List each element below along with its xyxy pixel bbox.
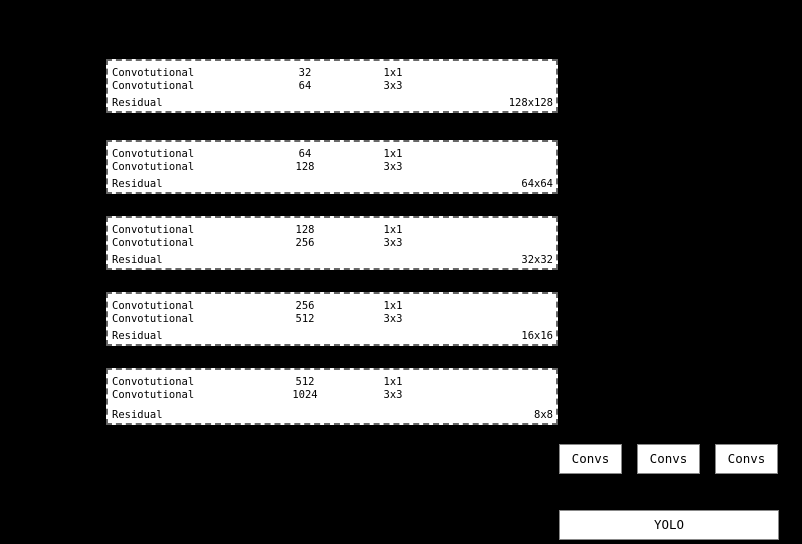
residual-label: Residual xyxy=(112,178,163,190)
layer-type-label: Convotutional xyxy=(112,237,195,249)
yolo-box: YOLO xyxy=(559,510,779,540)
residual-block-5: Convotutional 512 1x1 Convotutional 1024… xyxy=(106,368,558,425)
residual-label: Residual xyxy=(112,409,163,421)
yolo-label: YOLO xyxy=(653,517,685,532)
layer-type-label: Convotutional xyxy=(112,313,195,325)
layer-filters-value: 128 xyxy=(295,224,315,236)
output-size-label: 64x64 xyxy=(521,178,553,190)
residual-block-1: Convotutional 32 1x1 Convotutional 64 3x… xyxy=(106,59,558,113)
residual-block-2: Convotutional 64 1x1 Convotutional 128 3… xyxy=(106,140,558,194)
output-size-label: 32x32 xyxy=(521,254,553,266)
residual-label: Residual xyxy=(112,254,163,266)
convs-label: Convs xyxy=(727,451,766,466)
convs-box-2: Convs xyxy=(637,444,700,474)
layer-type-label: Convotutional xyxy=(112,148,195,160)
convs-box-1: Convs xyxy=(559,444,622,474)
layer-kernel-value: 1x1 xyxy=(383,224,403,236)
layer-type-label: Convotutional xyxy=(112,389,195,401)
layer-kernel-value: 3x3 xyxy=(383,313,403,325)
layer-filters-value: 32 xyxy=(298,67,312,79)
convs-label: Convs xyxy=(571,451,610,466)
residual-label: Residual xyxy=(112,330,163,342)
layer-filters-value: 512 xyxy=(295,376,315,388)
layer-kernel-value: 1x1 xyxy=(383,148,403,160)
layer-filters-value: 64 xyxy=(298,148,312,160)
output-size-label: 8x8 xyxy=(534,409,553,421)
convs-box-3: Convs xyxy=(715,444,778,474)
output-size-label: 128x128 xyxy=(508,97,553,109)
layer-type-label: Convotutional xyxy=(112,161,195,173)
layer-kernel-value: 3x3 xyxy=(383,389,403,401)
layer-kernel-value: 1x1 xyxy=(383,376,403,388)
layer-kernel-value: 3x3 xyxy=(383,80,403,92)
layer-type-label: Convotutional xyxy=(112,300,195,312)
layer-type-label: Convotutional xyxy=(112,376,195,388)
convs-label: Convs xyxy=(649,451,688,466)
layer-filters-value: 128 xyxy=(295,161,315,173)
layer-kernel-value: 1x1 xyxy=(383,300,403,312)
layer-kernel-value: 3x3 xyxy=(383,161,403,173)
layer-kernel-value: 3x3 xyxy=(383,237,403,249)
output-size-label: 16x16 xyxy=(521,330,553,342)
residual-block-4: Convotutional 256 1x1 Convotutional 512 … xyxy=(106,292,558,346)
layer-kernel-value: 1x1 xyxy=(383,67,403,79)
residual-block-3: Convotutional 128 1x1 Convotutional 256 … xyxy=(106,216,558,270)
layer-filters-value: 64 xyxy=(298,80,312,92)
layer-filters-value: 1024 xyxy=(292,389,318,401)
layer-filters-value: 512 xyxy=(295,313,315,325)
layer-type-label: Convotutional xyxy=(112,80,195,92)
layer-filters-value: 256 xyxy=(295,300,315,312)
layer-filters-value: 256 xyxy=(295,237,315,249)
layer-type-label: Convotutional xyxy=(112,224,195,236)
residual-label: Residual xyxy=(112,97,163,109)
layer-type-label: Convotutional xyxy=(112,67,195,79)
